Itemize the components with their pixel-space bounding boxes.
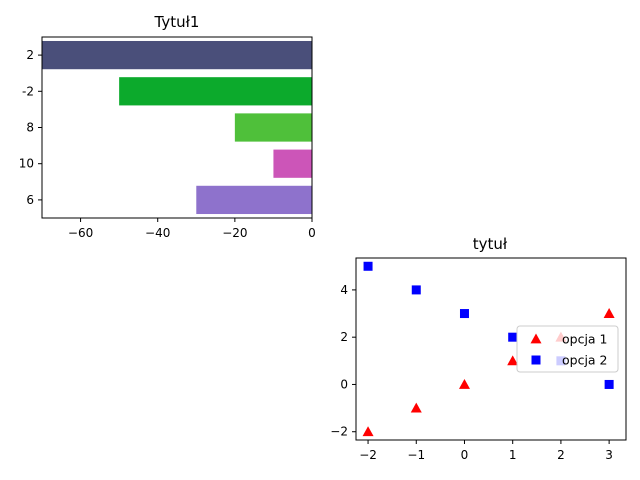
x-tick-label: −60 [68,226,93,240]
bar-y-ticks: 2 -2 8 10 6 [19,48,42,207]
scatter-y-ticks: −2 0 2 4 [330,283,356,439]
scatter-chart: tytuł −2 −1 0 1 2 3 −2 0 2 4 opcja 1 opcja 2 [330,235,627,462]
bar [273,149,312,178]
scatter-point-opcja-2 [363,261,373,271]
legend-box [516,325,619,373]
bar-chart-frame [41,36,313,219]
legend-marker [530,333,542,344]
x-tick-label: 0 [461,448,469,462]
legend-label: opcja 1 [562,332,608,347]
bar [234,113,312,142]
scatter-chart-frame [355,257,627,441]
bar [42,40,312,70]
bar [196,185,312,215]
scatter-point-opcja-1 [507,355,519,366]
y-tick-label: 2 [26,48,34,62]
bar-chart-title: Tytuł1 [154,13,200,31]
y-tick-label: 2 [340,330,348,344]
y-tick-label: 0 [340,377,348,391]
scatter-point-opcja-2 [411,285,421,295]
scatter-legend: opcja 1 opcja 2 [516,325,619,373]
scatter-point-opcja-1 [410,402,422,413]
y-tick-label: -2 [22,84,34,98]
legend-label: opcja 2 [562,353,608,368]
scatter-point-opcja-1 [603,308,615,318]
x-tick-label: −1 [407,448,425,462]
y-tick-label: 4 [340,283,348,297]
y-tick-label: 10 [19,157,34,171]
bar-x-ticks: −60 −40 −20 0 [68,218,316,240]
scatter-point-opcja-2 [459,309,469,319]
scatter-point-opcja-1 [458,378,470,389]
bar-chart: Tytuł1 2 -2 8 10 6 −60 −40 −20 0 [19,13,316,240]
y-tick-label: 8 [26,121,34,135]
scatter-chart-title: tytuł [473,235,508,253]
x-tick-label: 1 [509,448,517,462]
x-tick-label: −40 [145,226,170,240]
y-tick-label: −2 [330,425,348,439]
scatter-x-ticks: −2 −1 0 1 2 3 [359,440,613,462]
x-tick-label: −20 [222,226,247,240]
bar [119,77,313,106]
x-tick-label: 2 [557,448,565,462]
y-tick-label: 6 [26,193,34,207]
scatter-point-opcja-2 [604,379,614,389]
bar-marks [42,40,313,215]
x-tick-label: 3 [605,448,613,462]
x-tick-label: 0 [308,226,316,240]
scatter-point-opcja-2 [508,332,518,342]
legend-marker [531,355,541,365]
x-tick-label: −2 [359,448,377,462]
scatter-point-opcja-1 [362,426,374,437]
